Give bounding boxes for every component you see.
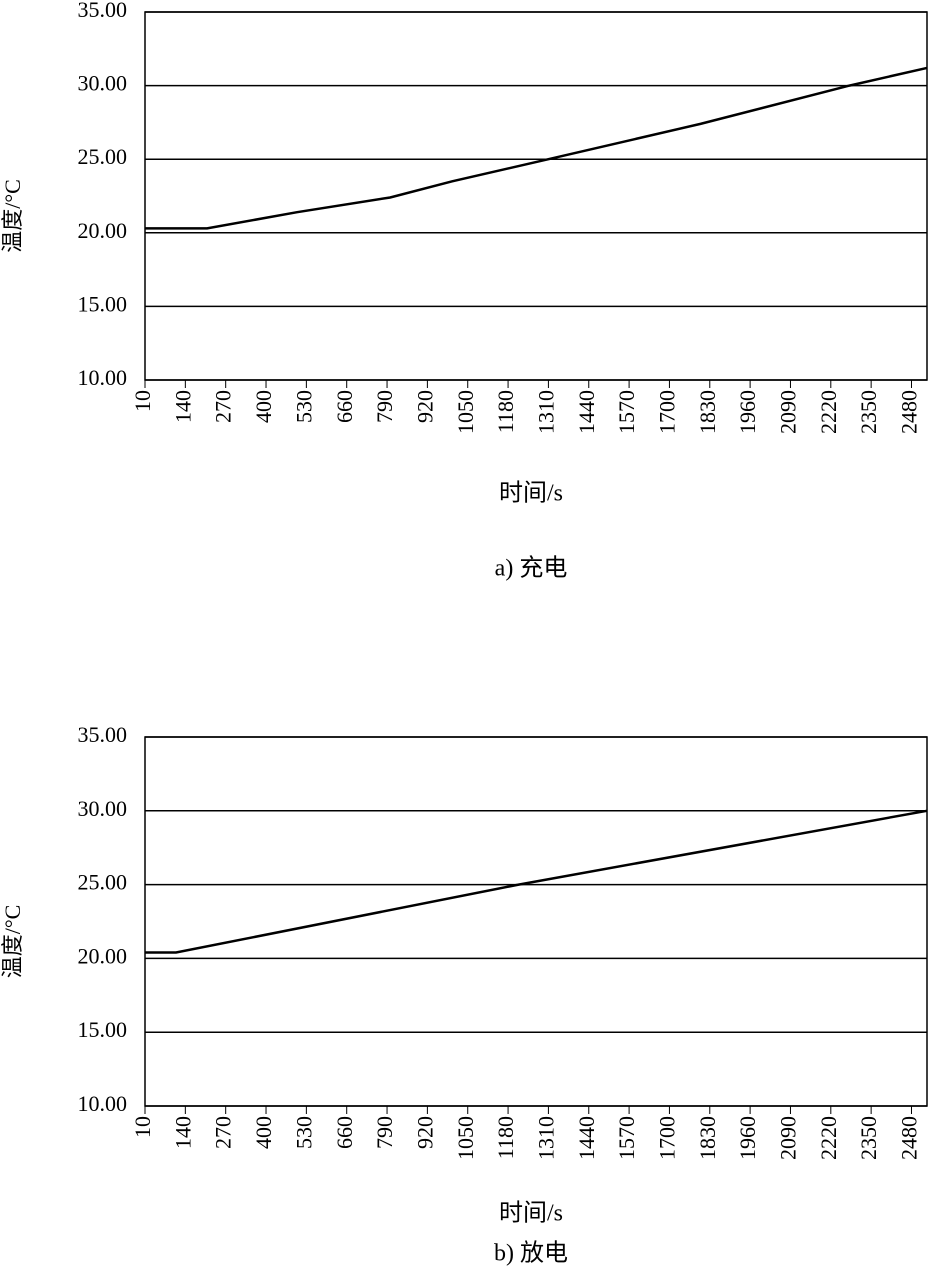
x-tick-label: 1180 — [493, 1116, 518, 1159]
chart-caption: a) 充电 — [495, 555, 568, 582]
x-tick-label: 270 — [211, 1116, 236, 1149]
x-tick-label: 790 — [372, 1116, 397, 1149]
x-tick-label: 790 — [372, 390, 397, 423]
x-tick-label: 1310 — [533, 390, 558, 434]
x-tick-label: 1700 — [654, 390, 679, 434]
x-tick-label: 1960 — [735, 1116, 760, 1160]
x-tick-label: 2480 — [897, 390, 922, 434]
x-tick-label: 1180 — [493, 390, 518, 433]
x-tick-label: 530 — [291, 390, 316, 423]
y-tick-label: 30.00 — [78, 71, 128, 96]
x-tick-label: 2090 — [776, 390, 801, 434]
x-tick-label: 400 — [251, 1116, 276, 1149]
x-tick-label: 2350 — [856, 1116, 881, 1160]
x-tick-label: 1700 — [654, 1116, 679, 1160]
x-tick-label: 1830 — [695, 390, 720, 434]
y-tick-label: 25.00 — [78, 144, 128, 169]
x-tick-label: 1440 — [574, 1116, 599, 1160]
y-axis-label: 温度/°C — [0, 905, 25, 979]
chart-caption: b) 放电 — [494, 1240, 568, 1267]
x-tick-label: 1050 — [453, 1116, 478, 1160]
x-tick-label: 140 — [170, 390, 195, 423]
x-tick-label: 660 — [332, 390, 357, 423]
y-tick-label: 35.00 — [78, 722, 128, 747]
data-line — [145, 809, 928, 954]
x-tick-label: 1050 — [453, 390, 478, 434]
plot-frame — [144, 11, 928, 381]
x-tick-label: 1570 — [614, 1116, 639, 1160]
y-tick-label: 30.00 — [78, 796, 128, 821]
x-tick-label: 2220 — [816, 1116, 841, 1160]
y-tick-label: 20.00 — [78, 943, 128, 968]
x-tick-label: 400 — [251, 390, 276, 423]
data-line — [145, 66, 928, 230]
x-tick-label: 530 — [291, 1116, 316, 1149]
y-axis-label: 温度/°C — [0, 179, 25, 253]
x-axis-label: 时间/s — [499, 1200, 563, 1227]
x-tick-label: 1960 — [735, 390, 760, 434]
plot-frame — [144, 736, 928, 1107]
x-tick-label: 920 — [412, 390, 437, 423]
x-tick-label: 2480 — [897, 1116, 922, 1160]
y-tick-label: 10.00 — [78, 365, 128, 390]
x-tick-label: 2090 — [776, 1116, 801, 1160]
x-tick-label: 920 — [412, 1116, 437, 1149]
x-tick-label: 2220 — [816, 390, 841, 434]
y-tick-label: 10.00 — [78, 1091, 128, 1116]
x-tick-label: 660 — [332, 1116, 357, 1149]
x-tick-label: 1440 — [574, 390, 599, 434]
x-tick-label: 2350 — [856, 390, 881, 434]
x-tick-label: 1310 — [533, 1116, 558, 1160]
y-tick-label: 35.00 — [78, 0, 128, 22]
x-tick-label: 10 — [130, 390, 155, 412]
x-tick-label: 1830 — [695, 1116, 720, 1160]
x-tick-label: 140 — [170, 1116, 195, 1149]
x-axis-label: 时间/s — [499, 480, 563, 507]
y-tick-label: 25.00 — [78, 870, 128, 895]
x-tick-label: 1570 — [614, 390, 639, 434]
x-tick-label: 270 — [211, 390, 236, 423]
x-tick-label: 10 — [130, 1116, 155, 1138]
y-tick-label: 15.00 — [78, 291, 128, 316]
y-tick-label: 15.00 — [78, 1017, 128, 1042]
y-tick-label: 20.00 — [78, 218, 128, 243]
